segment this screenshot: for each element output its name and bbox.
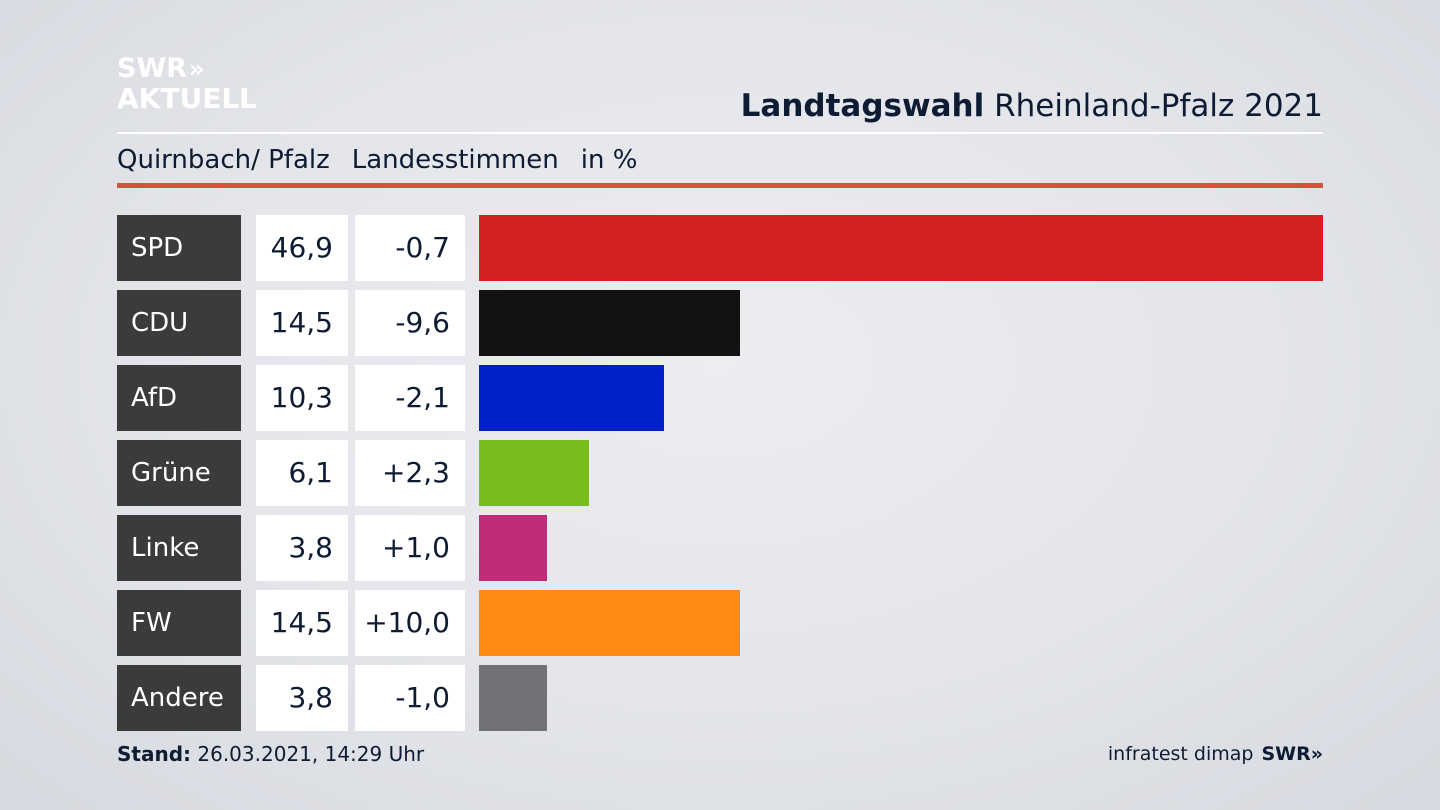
change-label: -2,1 (355, 365, 465, 431)
source-label: infratest dimap (1107, 743, 1254, 765)
party-label: Andere (117, 665, 241, 731)
vote-share-label: 3,8 (256, 515, 348, 581)
title-bold: Landtagswahl (740, 88, 985, 124)
chart-subtitle: Quirnbach/ Pfalz Landesstimmen in % (117, 142, 659, 178)
change-label: -0,7 (355, 215, 465, 281)
location-label: Quirnbach/ Pfalz (117, 145, 330, 175)
logo-chevron-icon: » (189, 55, 204, 83)
party-label: CDU (117, 290, 241, 356)
party-label: Linke (117, 515, 241, 581)
result-bar (479, 665, 547, 731)
unit-label: in % (580, 145, 638, 175)
logo-swr-text: SWR (117, 53, 188, 84)
change-label: -1,0 (355, 665, 465, 731)
timestamp: Stand: 26.03.2021, 14:29 Uhr (117, 740, 424, 768)
accent-divider (117, 183, 1323, 188)
party-label: Grüne (117, 440, 241, 506)
vote-share-label: 14,5 (256, 590, 348, 656)
header-divider (117, 132, 1323, 134)
vote-share-label: 46,9 (256, 215, 348, 281)
party-label: SPD (117, 215, 241, 281)
source-credit: infratest dimap SWR» (1108, 740, 1323, 768)
change-label: +1,0 (355, 515, 465, 581)
title-rest: Rheinland-Pfalz 2021 (994, 88, 1323, 124)
result-bar (479, 590, 740, 656)
page-title: Landtagswahl Rheinland-Pfalz 2021 (741, 86, 1323, 126)
swr-aktuell-logo: SWR» AKTUELL (117, 54, 257, 114)
change-label: +10,0 (355, 590, 465, 656)
vote-share-label: 10,3 (256, 365, 348, 431)
result-bar (479, 290, 740, 356)
vote-share-label: 6,1 (256, 440, 348, 506)
logo-aktuell-text: AKTUELL (117, 82, 258, 115)
stand-value: 26.03.2021, 14:29 Uhr (197, 742, 425, 766)
vote-share-label: 14,5 (256, 290, 348, 356)
swr-footer-logo: SWR» (1261, 743, 1323, 765)
measure-label: Landesstimmen (351, 145, 559, 175)
result-bar (479, 440, 589, 506)
vote-share-label: 3,8 (256, 665, 348, 731)
result-bar (479, 515, 547, 581)
stand-label: Stand: (117, 742, 192, 766)
party-label: AfD (117, 365, 241, 431)
result-bar (479, 215, 1323, 281)
party-label: FW (117, 590, 241, 656)
result-bar (479, 365, 664, 431)
change-label: -9,6 (355, 290, 465, 356)
change-label: +2,3 (355, 440, 465, 506)
